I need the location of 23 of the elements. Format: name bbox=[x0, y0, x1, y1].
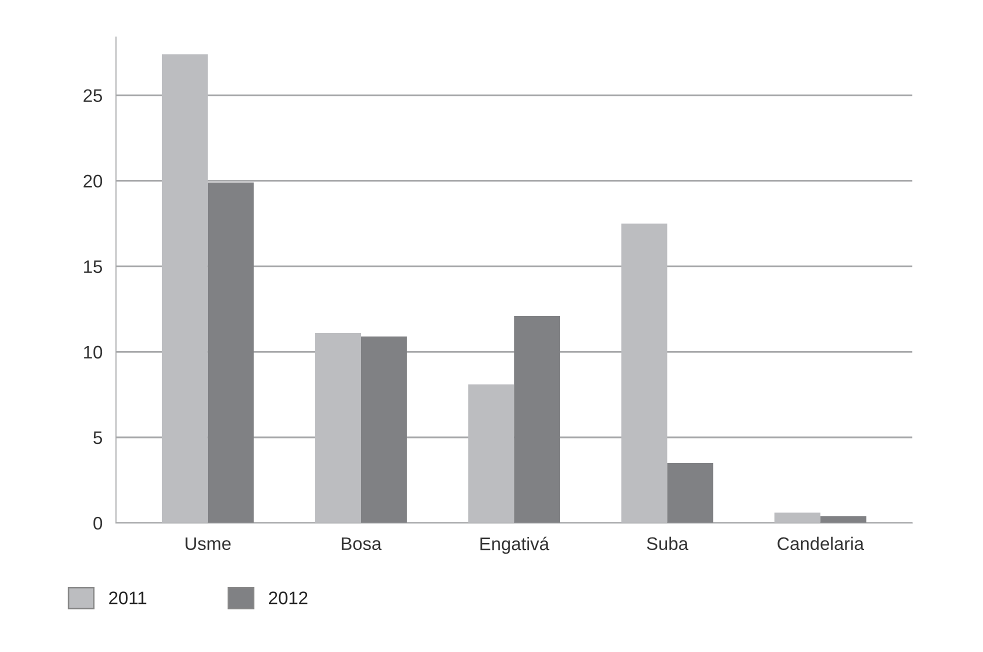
bar bbox=[162, 54, 208, 523]
bar bbox=[820, 516, 866, 523]
bar bbox=[468, 384, 514, 523]
bar bbox=[514, 316, 560, 523]
bar bbox=[621, 224, 668, 523]
bar bbox=[208, 182, 254, 523]
legend-label: 2011 bbox=[109, 592, 146, 604]
x-tick-label: Bosa bbox=[342, 537, 382, 550]
x-tick-label: Usme bbox=[186, 537, 231, 550]
y-tick-label: 5 bbox=[93, 432, 102, 444]
y-tick-label: 0 bbox=[93, 516, 102, 530]
bar bbox=[774, 512, 820, 523]
x-tick-label: Engativá bbox=[480, 536, 550, 554]
x-tick-label: Suba bbox=[646, 536, 688, 550]
y-tick-label: 15 bbox=[84, 260, 102, 274]
bar bbox=[667, 463, 714, 523]
bar bbox=[315, 333, 361, 523]
x-tick-label: Candelaria bbox=[778, 536, 864, 550]
y-tick-label: 10 bbox=[84, 346, 102, 359]
bar bbox=[360, 336, 407, 523]
y-tick-label: 25 bbox=[84, 89, 102, 102]
y-tick-label: 20 bbox=[84, 174, 102, 188]
legend-label: 2012 bbox=[268, 592, 308, 604]
